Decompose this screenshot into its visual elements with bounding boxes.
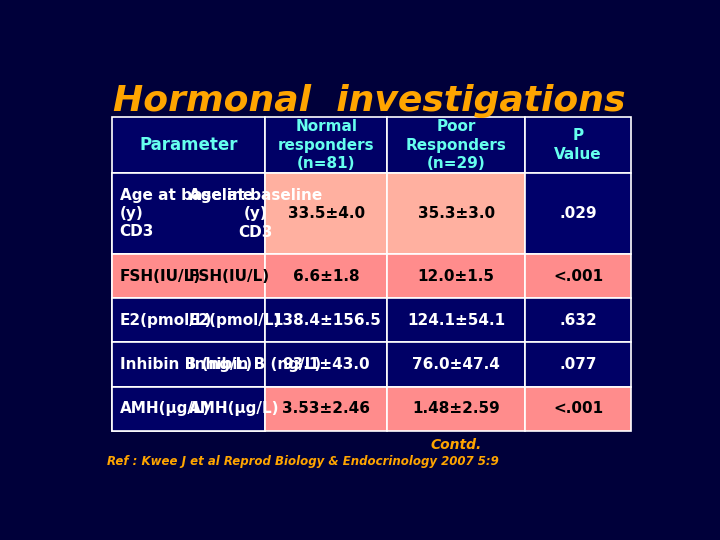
Bar — [112, 387, 266, 431]
Bar — [112, 387, 266, 431]
Text: <.001: <.001 — [553, 269, 603, 284]
Text: 33.5±4.0: 33.5±4.0 — [288, 206, 365, 221]
Text: AMH(μg/L): AMH(μg/L) — [189, 401, 279, 416]
Text: Contd.: Contd. — [431, 438, 482, 453]
Bar — [112, 117, 266, 173]
Text: Hormonal  investigations: Hormonal investigations — [113, 84, 625, 118]
Bar — [525, 342, 631, 387]
Bar — [112, 173, 266, 254]
Text: 1.48±2.59: 1.48±2.59 — [413, 401, 500, 416]
Text: Inhibin B (ng/L): Inhibin B (ng/L) — [189, 357, 321, 372]
Text: .632: .632 — [559, 313, 597, 328]
Bar — [266, 117, 387, 173]
Text: Poor
Responders
(n=29): Poor Responders (n=29) — [405, 119, 507, 171]
Text: FSH(IU/L): FSH(IU/L) — [120, 269, 201, 284]
Bar — [387, 342, 525, 387]
Text: E2(pmol/L): E2(pmol/L) — [189, 313, 282, 328]
Text: 35.3±3.0: 35.3±3.0 — [418, 206, 495, 221]
Bar — [112, 254, 266, 298]
Text: 6.6±1.8: 6.6±1.8 — [293, 269, 360, 284]
Text: Inhibin B (ng/L): Inhibin B (ng/L) — [120, 357, 252, 372]
Bar — [112, 342, 266, 387]
Text: <.001: <.001 — [553, 401, 603, 416]
Bar — [266, 254, 387, 298]
Text: .029: .029 — [559, 206, 597, 221]
Bar — [387, 298, 525, 342]
Text: 3.53±2.46: 3.53±2.46 — [282, 401, 370, 416]
Bar — [525, 387, 631, 431]
Bar — [266, 298, 387, 342]
Text: FSH(IU/L): FSH(IU/L) — [189, 269, 270, 284]
Bar — [266, 387, 387, 431]
Text: Parameter: Parameter — [140, 136, 238, 154]
Text: 93.1±43.0: 93.1±43.0 — [282, 357, 370, 372]
Text: Age at baseline
(y)
CD3: Age at baseline (y) CD3 — [120, 188, 253, 239]
Bar — [112, 298, 266, 342]
Text: 76.0±47.4: 76.0±47.4 — [412, 357, 500, 372]
Text: Age at baseline
(y)
CD3: Age at baseline (y) CD3 — [189, 187, 322, 240]
Text: AMH(μg/L): AMH(μg/L) — [120, 401, 210, 416]
Text: E2(pmol/L): E2(pmol/L) — [120, 313, 212, 328]
Bar — [525, 117, 631, 173]
Bar — [525, 298, 631, 342]
Text: P
Value: P Value — [554, 128, 602, 162]
Bar — [387, 173, 525, 254]
Text: 138.4±156.5: 138.4±156.5 — [272, 313, 381, 328]
Bar — [387, 387, 525, 431]
Bar — [112, 254, 266, 298]
Text: 124.1±54.1: 124.1±54.1 — [407, 313, 505, 328]
Text: .077: .077 — [559, 357, 597, 372]
Text: 12.0±1.5: 12.0±1.5 — [418, 269, 495, 284]
Bar — [112, 298, 266, 342]
Text: Ref : Kwee J et al Reprod Biology & Endocrinology 2007 5:9: Ref : Kwee J et al Reprod Biology & Endo… — [107, 455, 498, 468]
Bar — [387, 117, 525, 173]
Bar — [112, 342, 266, 387]
Bar — [525, 254, 631, 298]
Bar — [266, 342, 387, 387]
Bar — [112, 173, 266, 254]
Bar — [266, 173, 387, 254]
Bar — [525, 173, 631, 254]
Text: Normal
responders
(n=81): Normal responders (n=81) — [278, 119, 374, 171]
Bar — [387, 254, 525, 298]
